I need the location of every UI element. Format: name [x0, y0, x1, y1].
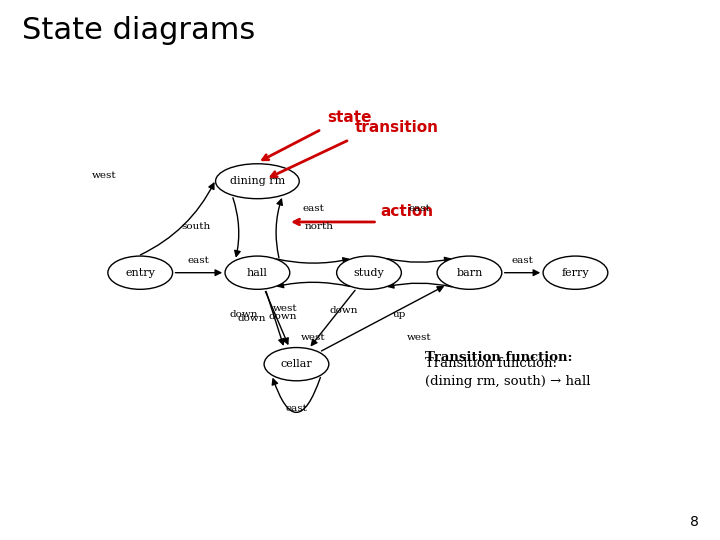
Text: barn: barn [456, 268, 482, 278]
FancyArrowPatch shape [276, 258, 348, 263]
Text: east: east [188, 256, 210, 265]
Ellipse shape [215, 164, 300, 199]
Ellipse shape [108, 256, 173, 289]
FancyArrowPatch shape [176, 270, 221, 275]
Ellipse shape [337, 256, 401, 289]
FancyArrowPatch shape [387, 258, 450, 263]
FancyArrowPatch shape [276, 199, 282, 258]
FancyArrowPatch shape [140, 183, 214, 255]
FancyArrowPatch shape [272, 377, 320, 413]
Text: state: state [327, 110, 372, 125]
Text: south: south [181, 222, 211, 232]
Text: Transition function:
(dining rm, south) → hall: Transition function: (dining rm, south) … [425, 357, 590, 388]
Text: east: east [286, 404, 307, 413]
FancyArrowPatch shape [311, 291, 355, 346]
Text: State diagrams: State diagrams [22, 16, 255, 45]
Text: study: study [354, 268, 384, 278]
Text: 8: 8 [690, 515, 698, 529]
Text: west: west [273, 303, 297, 313]
Text: Transition function:: Transition function: [425, 352, 572, 365]
Text: action: action [380, 205, 433, 219]
Text: west: west [301, 333, 325, 342]
Text: down: down [330, 306, 358, 315]
Ellipse shape [264, 348, 329, 381]
Text: entry: entry [125, 268, 155, 278]
Text: hall: hall [247, 268, 268, 278]
Text: west: west [91, 171, 116, 180]
FancyArrowPatch shape [233, 198, 240, 256]
FancyArrowPatch shape [266, 292, 288, 344]
Ellipse shape [543, 256, 608, 289]
FancyArrowPatch shape [388, 282, 452, 288]
Text: cellar: cellar [281, 359, 312, 369]
FancyArrowPatch shape [321, 287, 443, 351]
Text: down: down [229, 310, 258, 319]
Text: west: west [407, 333, 431, 342]
FancyArrowPatch shape [266, 292, 284, 345]
FancyArrowPatch shape [278, 282, 350, 288]
Text: up: up [393, 310, 406, 319]
Text: north: north [305, 222, 333, 232]
Text: east: east [511, 256, 534, 265]
Ellipse shape [437, 256, 502, 289]
Text: transition: transition [355, 120, 439, 136]
Text: dining rm: dining rm [230, 176, 285, 186]
Text: ferry: ferry [562, 268, 589, 278]
Text: east: east [408, 204, 430, 213]
Ellipse shape [225, 256, 289, 289]
Text: down: down [238, 314, 266, 323]
Text: down: down [269, 312, 297, 321]
Text: east: east [302, 204, 324, 213]
FancyArrowPatch shape [505, 270, 539, 275]
